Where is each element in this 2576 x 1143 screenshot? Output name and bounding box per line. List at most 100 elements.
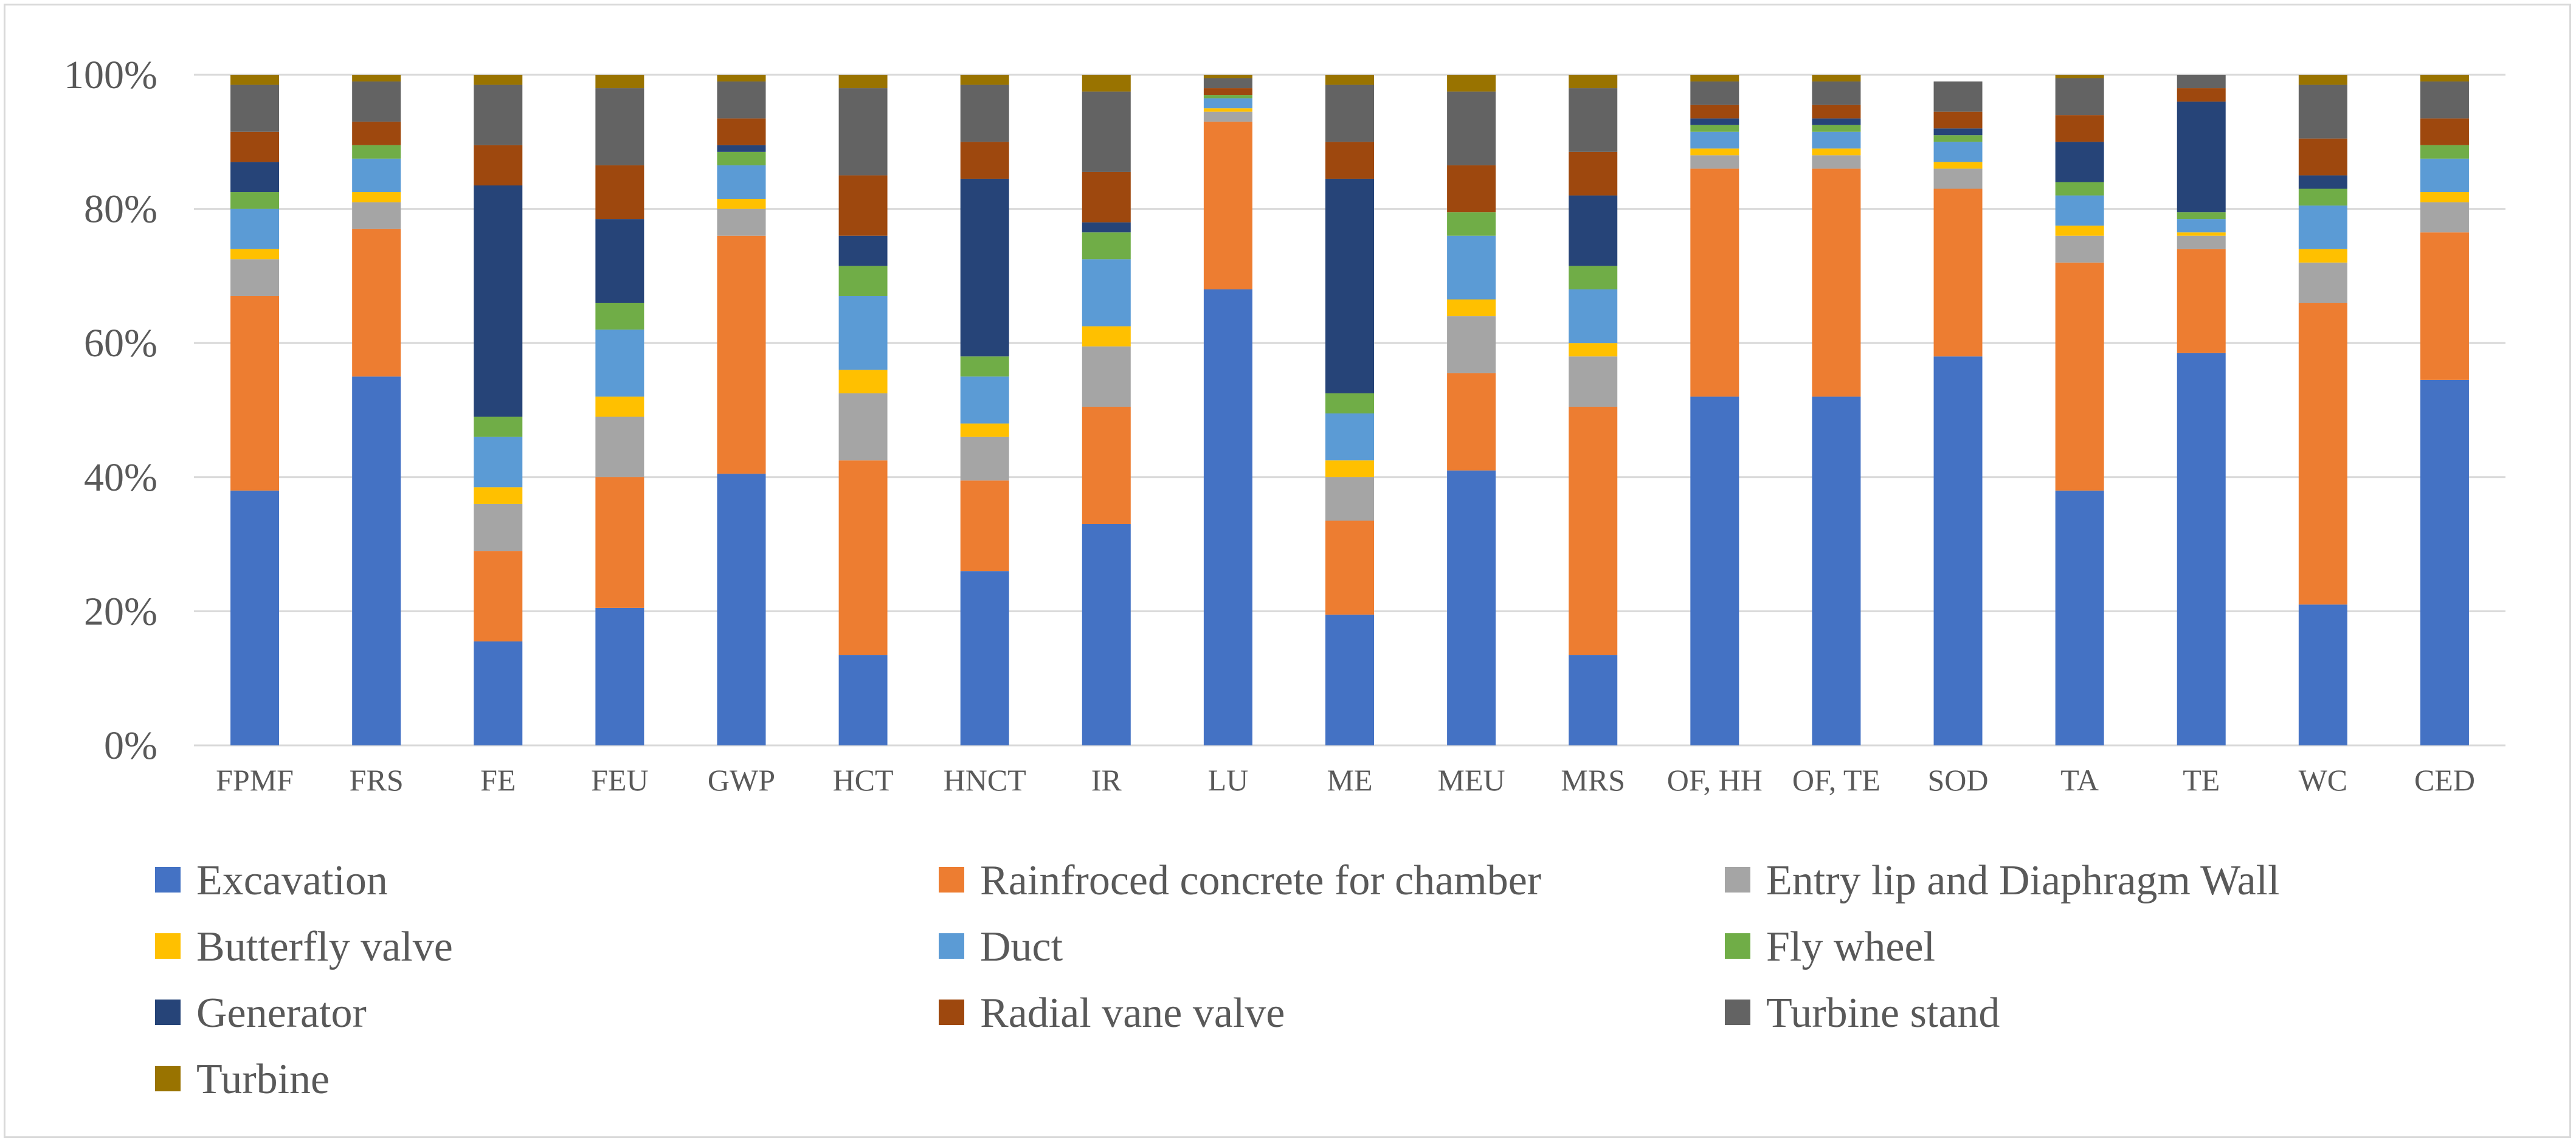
bar-segment-ced-radial-vane-valve (2420, 118, 2469, 145)
bar-segment-hct-excavation (838, 655, 888, 745)
bar-segment-ir-generator (1082, 222, 1131, 233)
bar-segment-meu-radial-vane-valve (1447, 165, 1496, 213)
bar-segment-wc-entry-lip-and-diaphragm-wall (2298, 262, 2347, 303)
legend-label-rainfroced-concrete-for-chamber: Rainfroced concrete for chamber (980, 857, 1541, 904)
x-tick-label-feu: FEU (591, 763, 648, 797)
bar-segment-fe-fly-wheel (474, 416, 523, 437)
stacked-bar-chart: 0% 20% 40% 60% 80% 100% FPMF FRS FE FEU GWP HCT HNC… (64, 53, 2505, 1103)
bar-segment-hct-rainfroced-concrete-for-chamber (838, 460, 888, 655)
bar-segment-te-rainfroced-concrete-for-chamber (2177, 249, 2226, 353)
bar-segment-fpmf-excavation (230, 490, 280, 745)
bar-segment-hnct-entry-lip-and-diaphragm-wall (960, 437, 1009, 481)
bar-segment-sod-excavation (1933, 356, 1983, 745)
y-tick-label: 40% (84, 455, 157, 500)
bar-segment-hct-entry-lip-and-diaphragm-wall (838, 393, 888, 461)
bar-segment-gwp-turbine (717, 75, 766, 82)
bar-segment-feu-generator (595, 219, 644, 303)
bar-segment-ir-fly-wheel (1082, 232, 1131, 260)
bar-segment-gwp-generator (717, 145, 766, 152)
bar-segment-ced-duct (2420, 158, 2469, 193)
bar-segment-me-radial-vane-valve (1325, 142, 1374, 179)
bar-segment-sod-radial-vane-valve (1933, 111, 1983, 129)
legend-label-generator: Generator (196, 990, 367, 1037)
bar-segment-frs-duct (352, 158, 401, 193)
bar-segment-hnct-generator (960, 178, 1009, 357)
bar-segment-ced-butterfly-valve (2420, 192, 2469, 202)
bar-segment-sod-generator (1933, 128, 1983, 136)
bar-segment-te-generator (2177, 102, 2226, 213)
bar-segment-wc-radial-vane-valve (2298, 138, 2347, 176)
bar-segment-fe-entry-lip-and-diaphragm-wall (474, 503, 523, 551)
x-tick-label-of-hh: OF, HH (1667, 763, 1763, 797)
bar-segment-gwp-entry-lip-and-diaphragm-wall (717, 209, 766, 236)
bar-segment-te-excavation (2177, 353, 2226, 745)
bar-segment-sod-rainfroced-concrete-for-chamber (1933, 188, 1983, 357)
bar-segment-lu-turbine (1203, 75, 1252, 78)
bar-segment-frs-butterfly-valve (352, 192, 401, 202)
bar-segment-fe-excavation (474, 641, 523, 745)
bar-segment-meu-rainfroced-concrete-for-chamber (1447, 373, 1496, 471)
bar-segment-of-hh-rainfroced-concrete-for-chamber (1690, 168, 1739, 397)
bar-segment-sod-turbine-stand (1933, 81, 1983, 112)
bar-segment-fpmf-butterfly-valve (230, 249, 280, 260)
bar-segment-feu-turbine (595, 75, 644, 89)
x-tick-label-ta: TA (2060, 763, 2099, 797)
bar-segment-meu-turbine (1447, 75, 1496, 92)
bar-segment-of-hh-duct (1690, 131, 1739, 149)
bar-segment-lu-fly-wheel (1203, 95, 1252, 98)
legend-swatch-fly-wheel (1725, 933, 1750, 959)
x-tick-label-hnct: HNCT (944, 763, 1026, 797)
bar-segment-me-turbine (1325, 75, 1374, 85)
bar-segment-fpmf-radial-vane-valve (230, 131, 280, 162)
bar-segment-feu-excavation (595, 607, 644, 745)
legend-swatch-butterfly-valve (155, 933, 181, 959)
x-tick-label-me: ME (1327, 763, 1373, 797)
bar-segment-feu-radial-vane-valve (595, 165, 644, 219)
bar-segment-meu-excavation (1447, 470, 1496, 745)
y-tick-label: 100% (64, 53, 157, 97)
bar-segment-ta-fly-wheel (2055, 182, 2104, 196)
bar-segment-mrs-turbine-stand (1569, 88, 1618, 152)
bar-segment-hnct-rainfroced-concrete-for-chamber (960, 480, 1009, 572)
bar-segment-lu-turbine-stand (1203, 78, 1252, 89)
bar-segment-frs-turbine-stand (352, 81, 401, 122)
bar-segment-of-hh-turbine-stand (1690, 81, 1739, 105)
bar-segment-me-generator (1325, 178, 1374, 393)
bar-segment-te-fly-wheel (2177, 212, 2226, 219)
bar-segment-ta-generator (2055, 142, 2104, 182)
bar-segment-of-te-rainfroced-concrete-for-chamber (1812, 168, 1861, 397)
legend-label-turbine-stand: Turbine stand (1766, 990, 2000, 1037)
x-tick-label-fe: FE (480, 763, 516, 797)
bar-segment-ced-turbine (2420, 75, 2469, 82)
bar-segment-of-te-butterfly-valve (1812, 148, 1861, 156)
bar-segment-me-turbine-stand (1325, 85, 1374, 142)
bar-segment-fe-rainfroced-concrete-for-chamber (474, 551, 523, 642)
bar-segment-sod-entry-lip-and-diaphragm-wall (1933, 168, 1983, 189)
bar-segment-meu-turbine-stand (1447, 91, 1496, 165)
bar-segment-mrs-butterfly-valve (1569, 343, 1618, 357)
legend-label-turbine: Turbine (196, 1056, 330, 1103)
chart-figure: 0% 20% 40% 60% 80% 100% FPMF FRS FE FEU GWP HCT HNC… (4, 4, 2571, 1138)
bar-segment-ced-rainfroced-concrete-for-chamber (2420, 232, 2469, 380)
bar-segment-gwp-turbine-stand (717, 81, 766, 119)
bar-segment-meu-duct (1447, 235, 1496, 300)
bar-segment-of-hh-generator (1690, 118, 1739, 125)
bar-segment-mrs-generator (1569, 195, 1618, 266)
bar-segment-lu-butterfly-valve (1203, 108, 1252, 112)
bar-segment-ir-turbine-stand (1082, 91, 1131, 172)
bar-segment-wc-turbine-stand (2298, 85, 2347, 139)
bar-segment-hct-turbine-stand (838, 88, 888, 176)
bar-segment-hct-fly-wheel (838, 266, 888, 296)
bar-segment-ta-duct (2055, 195, 2104, 226)
y-tick-label: 20% (84, 589, 157, 634)
bar-segment-fe-radial-vane-valve (474, 145, 523, 185)
legend-swatch-duct (939, 933, 964, 959)
bar-segment-lu-excavation (1203, 289, 1252, 746)
bar-segment-fpmf-rainfroced-concrete-for-chamber (230, 295, 280, 491)
bar-segment-of-te-turbine-stand (1812, 81, 1861, 105)
bar-segment-mrs-entry-lip-and-diaphragm-wall (1569, 356, 1618, 407)
bar-segment-of-hh-turbine (1690, 75, 1739, 82)
bar-segment-ta-excavation (2055, 490, 2104, 745)
bar-segment-mrs-excavation (1569, 655, 1618, 745)
bar-segment-hct-butterfly-valve (838, 370, 888, 393)
